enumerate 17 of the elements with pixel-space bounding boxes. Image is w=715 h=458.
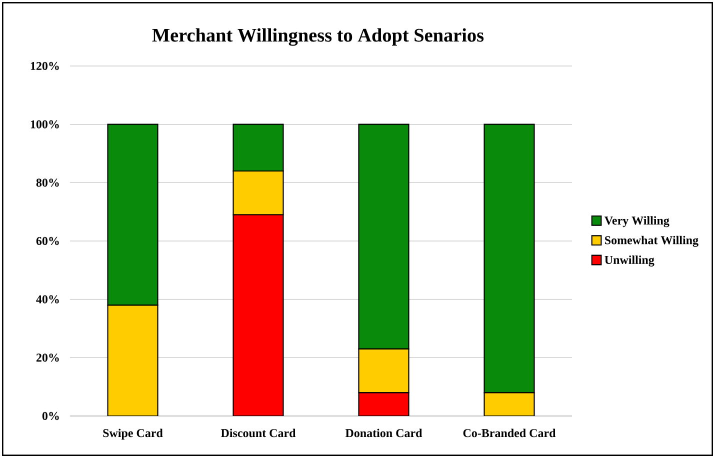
legend-label: Very Willing	[604, 216, 670, 228]
bar	[232, 214, 284, 416]
x-tick-label: Donation Card	[345, 428, 422, 438]
legend-label: Unwilling	[604, 256, 654, 266]
x-tick-label: Co-Branded Card	[463, 428, 556, 438]
chart-title: Merchant Willingness to Adopt Senarios	[152, 28, 484, 46]
y-tick-label: 20%	[36, 354, 59, 362]
legend-label: Somewhat Willing	[605, 236, 698, 247]
x-tick-label: Discount Card	[220, 428, 296, 438]
y-tick-label: 60%	[36, 236, 59, 246]
x-tick-label: Swipe Card	[103, 428, 163, 440]
bar	[358, 392, 410, 416]
y-tick-label: 80%	[36, 178, 59, 187]
y-tick-label: 100%	[30, 120, 59, 128]
y-tick-label: 40%	[36, 295, 59, 304]
y-tick-label: 0%	[42, 412, 59, 420]
y-tick-label: 120%	[30, 62, 59, 70]
